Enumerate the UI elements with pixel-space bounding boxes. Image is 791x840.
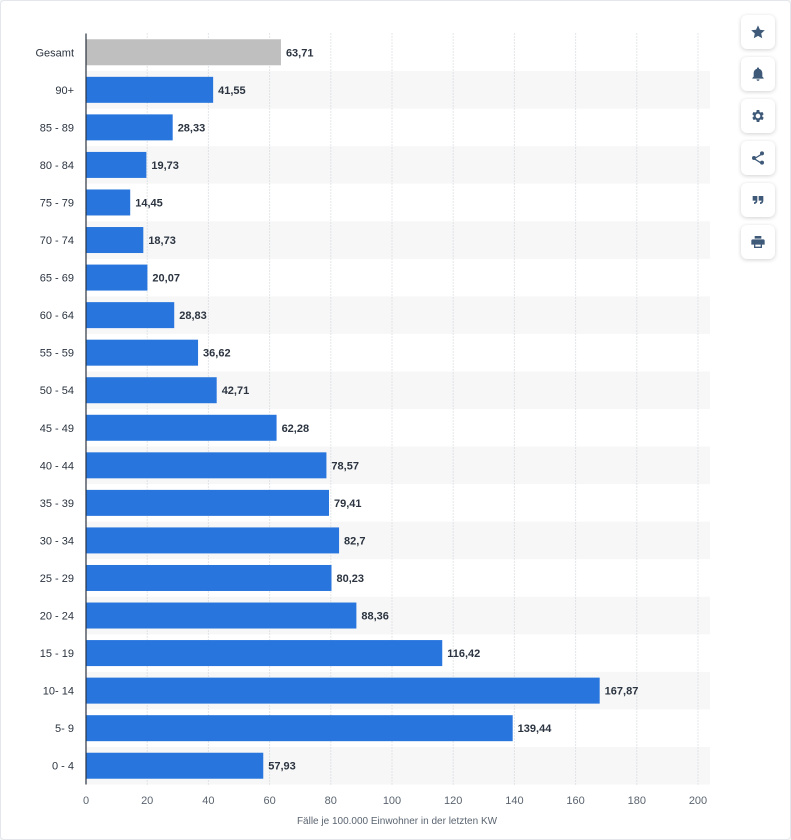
value-label: 80,23 xyxy=(337,573,365,585)
value-label: 28,83 xyxy=(179,310,207,322)
bar xyxy=(86,39,281,66)
row-band xyxy=(86,146,710,184)
value-label: 42,71 xyxy=(222,385,250,397)
print-icon xyxy=(751,236,765,248)
value-label: 88,36 xyxy=(361,611,389,623)
category-label: 60 - 64 xyxy=(40,310,74,322)
x-tick-label: 140 xyxy=(505,795,523,807)
bar xyxy=(86,715,513,742)
value-label: 62,28 xyxy=(282,423,310,435)
bar xyxy=(86,227,144,254)
value-label: 167,87 xyxy=(605,686,639,698)
x-tick-label: 120 xyxy=(444,795,462,807)
bar xyxy=(86,76,214,103)
category-label: 15 - 19 xyxy=(40,648,74,660)
x-tick-label: 200 xyxy=(689,795,707,807)
share-button[interactable] xyxy=(741,141,775,175)
x-tick-label: 40 xyxy=(202,795,214,807)
bar xyxy=(86,302,175,329)
x-axis-title: Fälle je 100.000 Einwohner in der letzte… xyxy=(297,816,498,827)
category-label: 25 - 29 xyxy=(40,573,74,585)
value-label: 63,71 xyxy=(286,47,314,59)
bar xyxy=(86,527,340,554)
x-tick-label: 180 xyxy=(628,795,646,807)
bar xyxy=(86,489,329,516)
category-label: 50 - 54 xyxy=(40,385,74,397)
bar xyxy=(86,640,443,667)
category-label: 55 - 59 xyxy=(40,348,74,360)
value-label: 18,73 xyxy=(148,235,176,247)
x-tick-label: 60 xyxy=(263,795,275,807)
category-label: 30 - 34 xyxy=(40,535,74,547)
category-label: 85 - 89 xyxy=(40,122,74,134)
bar xyxy=(86,602,357,629)
chart-toolbar xyxy=(741,15,775,259)
bar xyxy=(86,564,332,591)
star-icon xyxy=(751,25,765,39)
share-icon xyxy=(752,151,764,165)
category-label: 65 - 69 xyxy=(40,273,74,285)
bar xyxy=(86,114,173,141)
bar xyxy=(86,189,131,216)
value-label: 20,07 xyxy=(152,273,180,285)
category-label: 40 - 44 xyxy=(40,460,74,472)
category-label: 45 - 49 xyxy=(40,423,74,435)
bar xyxy=(86,677,600,704)
category-label: Gesamt xyxy=(35,47,74,59)
row-band xyxy=(86,221,710,259)
bell-icon xyxy=(752,67,764,81)
value-label: 139,44 xyxy=(518,723,553,735)
row-band xyxy=(86,296,710,334)
x-tick-label: 80 xyxy=(325,795,337,807)
x-tick-label: 0 xyxy=(83,795,89,807)
bar xyxy=(86,414,277,441)
value-label: 116,42 xyxy=(447,648,480,660)
value-label: 28,33 xyxy=(178,122,206,134)
category-label: 5- 9 xyxy=(55,723,74,735)
category-label: 80 - 84 xyxy=(40,160,74,172)
category-label: 90+ xyxy=(55,85,74,97)
value-label: 36,62 xyxy=(203,348,231,360)
category-label: 10- 14 xyxy=(43,686,74,698)
value-label: 82,7 xyxy=(344,535,365,547)
bar xyxy=(86,264,148,291)
print-button[interactable] xyxy=(741,225,775,259)
value-label: 19,73 xyxy=(151,160,179,172)
x-tick-label: 20 xyxy=(141,795,153,807)
bar xyxy=(86,452,327,479)
category-label: 35 - 39 xyxy=(40,498,74,510)
bar xyxy=(86,151,147,178)
category-label: 0 - 4 xyxy=(52,761,74,773)
x-tick-label: 100 xyxy=(383,795,401,807)
category-label: 20 - 24 xyxy=(40,611,74,623)
quote-icon xyxy=(752,196,764,204)
category-label: 75 - 79 xyxy=(40,197,74,209)
gear-icon xyxy=(752,110,764,122)
x-tick-label: 160 xyxy=(566,795,584,807)
value-label: 41,55 xyxy=(218,85,246,97)
bar xyxy=(86,752,264,779)
cite-button[interactable] xyxy=(741,183,775,217)
notification-button[interactable] xyxy=(741,57,775,91)
value-label: 57,93 xyxy=(268,761,296,773)
bar xyxy=(86,339,199,366)
favorite-button[interactable] xyxy=(741,15,775,49)
value-label: 14,45 xyxy=(135,197,163,209)
bar xyxy=(86,377,217,404)
value-label: 78,57 xyxy=(331,460,359,472)
value-label: 79,41 xyxy=(334,498,362,510)
category-label: 70 - 74 xyxy=(40,235,74,247)
settings-button[interactable] xyxy=(741,99,775,133)
